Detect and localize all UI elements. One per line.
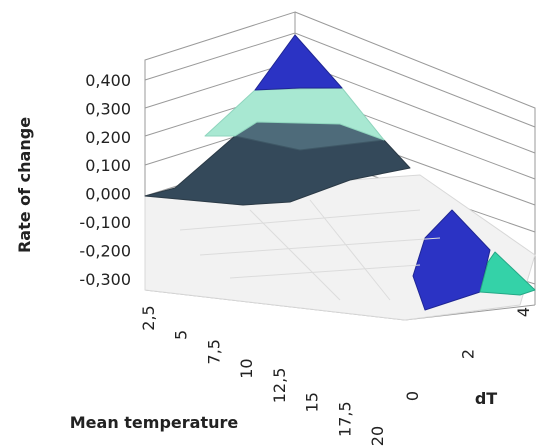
surface-band-0-300 [254,34,343,91]
back-wall-right-frame [294,11,536,305]
surface [144,34,536,321]
z-tick-label: 0,300 [85,99,131,118]
y-tick-label: 4 [514,307,533,317]
surface-band-neg-0-100 [412,209,491,311]
z-tick-label: 0,000 [85,185,131,204]
x-tick-label: 5 [172,330,191,340]
z-axis-ticks: 0,400 0,300 0,200 0,100 0,000 -0,100 -0,200 -0,… [79,71,131,289]
z-tick-label: 0,400 [85,71,131,90]
z-axis-title: Rate of change [15,117,34,253]
surface-grid [179,199,441,301]
z-tick-label: -0,300 [79,270,131,289]
y-axis-title: dT [475,389,497,408]
x-tick-label: 12,5 [270,368,289,404]
x-axis-ticks: 2,5 5 7,5 10 12,5 15 17,5 20 [139,305,387,446]
x-tick-label: 17,5 [335,401,354,437]
x-axis-title: Mean temperature [70,413,239,432]
x-tick-label: 15 [303,392,322,412]
y-axis-ticks: 0 2 4 [403,307,533,401]
z-tick-label: 0,100 [85,156,131,175]
z-tick-label: -0,200 [79,241,131,260]
x-tick-label: 2,5 [139,305,158,330]
surface-band-neg-0-200 [479,251,536,296]
z-tick-label: 0,200 [85,128,131,147]
y-tick-label: 2 [459,349,478,359]
x-tick-label: 10 [237,358,256,378]
x-tick-label: 7,5 [204,339,223,364]
x-tick-label: 20 [368,426,387,446]
surface-band-0-000 [144,135,411,206]
y-tick-label: 0 [403,391,422,401]
z-tick-label: -0,100 [79,213,131,232]
